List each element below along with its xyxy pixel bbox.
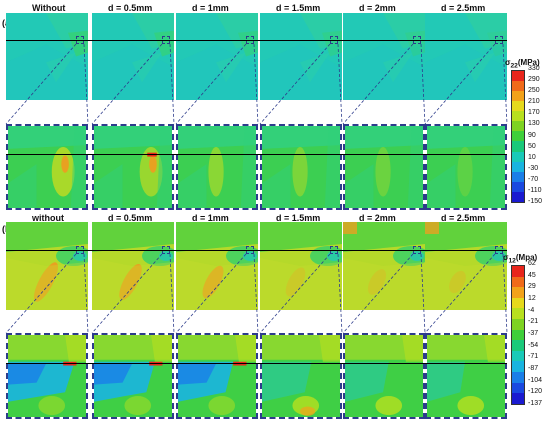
contour-plot	[343, 222, 425, 310]
interface-line	[6, 363, 507, 364]
legend-swatch	[512, 111, 524, 122]
legend-value: -4	[528, 306, 535, 314]
interface-line	[6, 250, 507, 251]
column-header: d = 1mm	[192, 213, 229, 223]
legend-swatch	[512, 350, 524, 362]
column-header: d = 0.5mm	[108, 213, 153, 223]
zoomed-contour-plot	[260, 333, 342, 419]
legend-swatch	[512, 329, 524, 341]
contour-plot	[92, 13, 174, 100]
zoomed-contour-plot	[343, 124, 425, 210]
contour-plot	[425, 13, 507, 100]
legend-value: -110	[528, 186, 542, 194]
legend-value: 130	[528, 120, 540, 128]
panel-a-legend-bar	[511, 70, 525, 203]
legend-value: -54	[528, 341, 539, 349]
panel-a-legend-title: σ22(MPa)	[505, 58, 540, 70]
contour-plot	[425, 222, 507, 310]
legend-value: 12	[528, 295, 536, 302]
legend-swatch	[512, 171, 524, 182]
legend-swatch	[512, 181, 524, 192]
legend-swatch	[512, 101, 524, 112]
column-header: d = 1mm	[192, 3, 229, 13]
legend-swatch	[512, 191, 524, 202]
contour-plot	[260, 13, 342, 100]
legend-swatch	[512, 131, 524, 142]
legend-swatch	[512, 71, 524, 82]
legend-swatch	[512, 319, 524, 330]
legend-swatch	[512, 340, 524, 351]
legend-value: -21	[528, 318, 539, 326]
contour-plot	[176, 13, 258, 100]
legend-value: 62	[528, 260, 536, 267]
legend-value: 29	[528, 283, 536, 291]
legend-value: 10	[528, 153, 536, 161]
legend-value: -104	[528, 376, 543, 384]
zoomed-contour-plot	[425, 333, 507, 419]
legend-value: 50	[528, 142, 536, 150]
contour-plot	[6, 222, 88, 310]
column-header: d = 1.5mm	[276, 213, 321, 223]
zoomed-contour-plot	[6, 124, 88, 210]
legend-swatch	[512, 121, 524, 132]
legend-value: -71	[528, 353, 539, 361]
legend-value: -137	[528, 400, 543, 407]
legend-swatch	[512, 91, 524, 102]
legend-swatch	[512, 372, 524, 383]
legend-swatch	[512, 81, 524, 92]
contour-plot	[6, 13, 88, 100]
zoomed-contour-plot	[92, 333, 174, 419]
legend-value: 290	[528, 76, 540, 84]
column-header: d = 2.5mm	[441, 3, 486, 13]
panel-b-legend-bar	[511, 265, 525, 405]
column-header: d = 2mm	[359, 213, 396, 223]
column-header: without	[32, 213, 64, 223]
zoomed-contour-plot	[343, 333, 425, 419]
legend-value: -37	[528, 330, 539, 337]
interface-line	[6, 40, 507, 41]
legend-value: 45	[528, 271, 536, 279]
legend-swatch	[512, 276, 524, 288]
legend-value: -30	[528, 164, 539, 172]
zoomed-contour-plot	[425, 124, 507, 210]
column-header: d = 2mm	[359, 3, 396, 13]
legend-swatch	[512, 393, 524, 404]
legend-value: -150	[528, 198, 543, 205]
column-header: d = 1.5mm	[276, 3, 321, 13]
legend-swatch	[512, 151, 524, 162]
legend-value: 250	[528, 87, 540, 95]
legend-value: 330	[528, 65, 540, 72]
zoomed-contour-plot	[176, 124, 258, 210]
legend-value: -87	[528, 365, 539, 372]
legend-swatch	[512, 287, 524, 298]
zoomed-contour-plot	[260, 124, 342, 210]
legend-value: 210	[528, 98, 540, 106]
zoomed-contour-plot	[6, 333, 88, 419]
legend-value: -70	[528, 175, 539, 183]
legend-swatch	[512, 382, 524, 394]
legend-value: 170	[528, 109, 540, 117]
contour-plot	[343, 13, 425, 100]
legend-swatch	[512, 141, 524, 152]
zoomed-contour-plot	[176, 333, 258, 419]
legend-swatch	[512, 308, 524, 320]
legend-swatch	[512, 361, 524, 373]
interface-line	[6, 154, 507, 155]
legend-value: 90	[528, 131, 536, 139]
legend-swatch	[512, 266, 524, 277]
contour-plot	[176, 222, 258, 310]
legend-value: -120	[528, 388, 543, 396]
column-header: Without	[32, 3, 66, 13]
zoomed-contour-plot	[92, 124, 174, 210]
column-header: d = 2.5mm	[441, 213, 486, 223]
contour-plot	[92, 222, 174, 310]
legend-swatch	[512, 297, 524, 309]
legend-swatch	[512, 161, 524, 172]
column-header: d = 0.5mm	[108, 3, 153, 13]
contour-plot	[260, 222, 342, 310]
